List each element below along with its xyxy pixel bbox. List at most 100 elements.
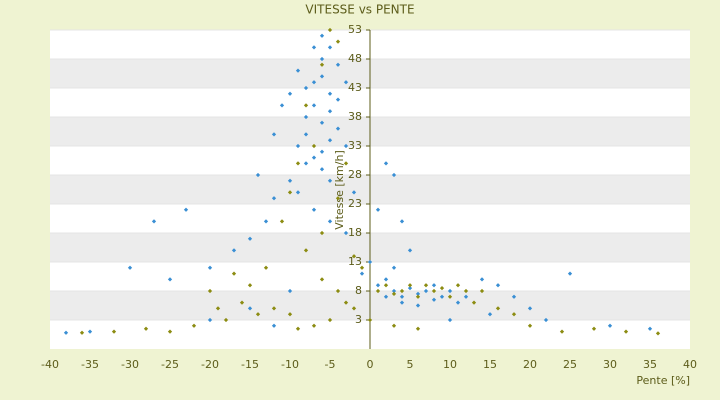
point bbox=[295, 161, 301, 166]
point bbox=[271, 323, 277, 328]
point bbox=[543, 317, 549, 323]
y-tick-label: 23 bbox=[348, 197, 362, 210]
point bbox=[319, 149, 325, 154]
point bbox=[207, 317, 213, 323]
x-tick-label: -25 bbox=[161, 358, 179, 371]
x-tick-label: 10 bbox=[443, 358, 457, 371]
point bbox=[399, 219, 405, 224]
point bbox=[183, 207, 189, 212]
point bbox=[415, 294, 421, 299]
point bbox=[463, 288, 469, 294]
point bbox=[287, 178, 293, 183]
point bbox=[415, 291, 421, 297]
point bbox=[263, 265, 269, 270]
y-tick-label: 33 bbox=[348, 139, 362, 152]
point bbox=[271, 306, 277, 311]
point bbox=[431, 297, 437, 302]
point bbox=[455, 283, 461, 288]
point bbox=[303, 161, 309, 166]
point bbox=[647, 326, 653, 331]
point bbox=[231, 248, 237, 253]
point bbox=[383, 283, 389, 288]
point bbox=[655, 331, 661, 336]
x-tick-label: -40 bbox=[41, 358, 59, 371]
point bbox=[343, 161, 349, 166]
point bbox=[447, 288, 453, 294]
point bbox=[311, 143, 317, 149]
point bbox=[247, 283, 253, 288]
point bbox=[415, 303, 421, 308]
point bbox=[479, 277, 485, 282]
point bbox=[143, 326, 149, 331]
point bbox=[303, 248, 309, 253]
point bbox=[343, 143, 349, 149]
point bbox=[335, 288, 341, 294]
y-tick-label: 38 bbox=[348, 110, 362, 123]
y-tick-label: 53 bbox=[348, 23, 362, 36]
point bbox=[463, 294, 469, 299]
point bbox=[383, 277, 389, 282]
point bbox=[303, 132, 309, 137]
point bbox=[319, 167, 325, 172]
x-tick-label: -15 bbox=[241, 358, 259, 371]
point bbox=[623, 329, 629, 334]
point bbox=[511, 312, 517, 317]
point bbox=[255, 312, 261, 317]
x-tick-label: -20 bbox=[201, 358, 219, 371]
point bbox=[399, 288, 405, 294]
x-tick-label: 5 bbox=[407, 358, 414, 371]
y-tick-label: 13 bbox=[348, 255, 362, 268]
point bbox=[327, 138, 333, 143]
point bbox=[327, 317, 333, 323]
y-tick-label: 28 bbox=[348, 168, 362, 181]
point bbox=[255, 172, 261, 178]
point bbox=[527, 306, 533, 311]
point bbox=[351, 254, 357, 259]
point bbox=[335, 196, 341, 201]
y-tick-label: 48 bbox=[348, 52, 362, 65]
point bbox=[439, 285, 445, 291]
x-axis-title: Pente [%] bbox=[636, 374, 690, 387]
point bbox=[207, 265, 213, 270]
point bbox=[591, 326, 597, 331]
point bbox=[271, 132, 277, 137]
point bbox=[447, 317, 453, 323]
point bbox=[343, 300, 349, 305]
point bbox=[375, 288, 381, 294]
point bbox=[167, 329, 173, 334]
x-tick-label: 15 bbox=[483, 358, 497, 371]
point bbox=[567, 271, 573, 276]
point bbox=[295, 143, 301, 149]
point bbox=[495, 283, 501, 288]
point bbox=[311, 207, 317, 212]
point bbox=[487, 312, 493, 317]
point bbox=[207, 288, 213, 294]
point bbox=[223, 317, 229, 323]
x-tick-label: 40 bbox=[683, 358, 697, 371]
point bbox=[311, 155, 317, 160]
point bbox=[359, 271, 365, 276]
point bbox=[375, 207, 381, 212]
point bbox=[351, 306, 357, 311]
x-tick-label: 0 bbox=[367, 358, 374, 371]
point bbox=[391, 291, 397, 297]
x-tick-label: -5 bbox=[325, 358, 336, 371]
point bbox=[559, 329, 565, 334]
point bbox=[423, 288, 429, 294]
point bbox=[399, 300, 405, 305]
point bbox=[287, 312, 293, 317]
point bbox=[391, 323, 397, 328]
point bbox=[479, 288, 485, 294]
point bbox=[495, 306, 501, 311]
point bbox=[231, 271, 237, 276]
x-tick-label: 25 bbox=[563, 358, 577, 371]
point bbox=[511, 294, 517, 299]
point bbox=[247, 306, 253, 311]
point bbox=[439, 294, 445, 299]
point bbox=[343, 230, 349, 236]
point bbox=[455, 300, 461, 305]
point bbox=[351, 190, 357, 195]
point bbox=[391, 265, 397, 270]
chart-title: VITESSE vs PENTE bbox=[305, 3, 414, 17]
